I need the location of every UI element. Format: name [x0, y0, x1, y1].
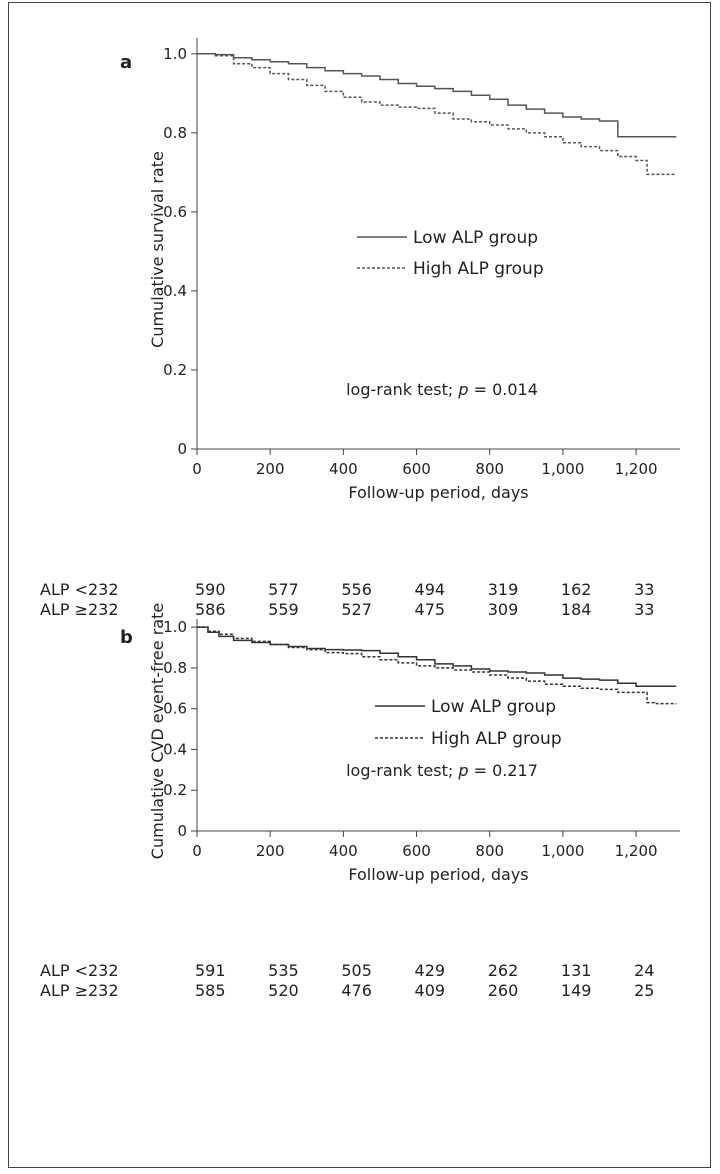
risk-count: 24: [634, 961, 655, 980]
risk-count: 494: [414, 580, 446, 599]
risk-count: 527: [341, 600, 372, 619]
risk-row-label: ALP <232: [40, 961, 119, 980]
annotation-value: = 0.014: [469, 380, 538, 399]
x-tick-label: 400: [329, 842, 358, 860]
risk-count: 319: [487, 580, 519, 599]
x-tick-label: 1,000: [541, 460, 584, 478]
risk-count: 591: [195, 961, 226, 980]
y-tick-label: 0.2: [163, 781, 187, 799]
risk-count: 131: [560, 961, 592, 980]
risk-count: 520: [268, 981, 299, 1000]
risk-count: 33: [634, 600, 655, 619]
risk-count: 476: [341, 981, 372, 1000]
legend-label: High ALP group: [413, 259, 544, 279]
y-tick-label: 0.6: [163, 203, 187, 221]
legend-label: High ALP group: [431, 729, 562, 749]
risk-count: 25: [634, 981, 655, 1000]
risk-count: 260: [487, 981, 519, 1000]
legend-label: Low ALP group: [431, 697, 556, 717]
x-axis-label: Follow-up period, days: [348, 483, 528, 502]
x-tick-label: 400: [329, 460, 358, 478]
x-axis-label: Follow-up period, days: [348, 865, 528, 884]
risk-count: 309: [487, 600, 519, 619]
y-tick-label: 0.8: [163, 124, 187, 142]
y-tick-label: 0.8: [163, 659, 187, 677]
risk-count: 475: [414, 600, 446, 619]
y-tick-label: 1.0: [163, 45, 187, 63]
panel-b: b 0 0.2 0.4 0.6 0.8 1.0 0 200 400 600 800 1,000 1,200…: [120, 603, 680, 884]
annotation-prefix: log-rank test;: [346, 380, 458, 399]
annotation-p: p: [457, 380, 468, 399]
figure-frame: [8, 2, 711, 1168]
risk-count: 149: [560, 981, 592, 1000]
y-tick-label: 0: [177, 440, 187, 458]
risk-count: 505: [341, 961, 372, 980]
km-curve-low-alp: [197, 626, 677, 688]
km-curve-low-alp: [197, 53, 677, 138]
logrank-annotation: log-rank test; p = 0.014: [346, 380, 538, 399]
risk-row-label: ALP ≥232: [40, 981, 119, 1000]
annotation-value: = 0.217: [469, 761, 538, 780]
risk-count: 556: [341, 580, 372, 599]
x-tick-label: 600: [402, 460, 431, 478]
x-tick-label: 200: [256, 842, 285, 860]
panel-a: a 0 0.2 0.4 0.6 0.8 1.0 0 200 400 600 800 1,000 1,200…: [120, 38, 680, 502]
y-tick-label: 0.4: [163, 282, 187, 300]
risk-count: 535: [268, 961, 299, 980]
x-tick-label: 1,000: [541, 842, 584, 860]
logrank-annotation: log-rank test; p = 0.217: [346, 761, 538, 780]
risk-count: 184: [560, 600, 592, 619]
legend-label: Low ALP group: [413, 228, 538, 248]
y-axis-label: Cumulative CVD event-free rate: [148, 603, 167, 859]
x-tick-label: 0: [192, 842, 202, 860]
x-tick-label: 200: [256, 460, 285, 478]
risk-count: 409: [414, 981, 446, 1000]
x-tick-label: 1,200: [615, 460, 658, 478]
y-tick-label: 0: [177, 822, 187, 840]
y-tick-label: 0.4: [163, 740, 187, 758]
risk-count: 559: [268, 600, 299, 619]
risk-count: 33: [634, 580, 655, 599]
km-curve-high-alp: [197, 626, 677, 705]
risk-count: 162: [560, 580, 592, 599]
x-tick-label: 0: [192, 460, 202, 478]
risk-count: 262: [487, 961, 519, 980]
x-tick-label: 1,200: [615, 842, 658, 860]
risk-count: 577: [268, 580, 299, 599]
x-tick-label: 800: [475, 842, 504, 860]
km-curve-high-alp: [197, 53, 677, 176]
annotation-p: p: [457, 761, 468, 780]
risk-count: 429: [414, 961, 446, 980]
y-axis-label: Cumulative survival rate: [148, 151, 167, 348]
annotation-prefix: log-rank test;: [346, 761, 458, 780]
y-tick-label: 0.2: [163, 361, 187, 379]
risk-row-label: ALP ≥232: [40, 600, 119, 619]
risk-count: 585: [195, 981, 226, 1000]
y-tick-label: 1.0: [163, 618, 187, 636]
risk-row-label: ALP <232: [40, 580, 119, 599]
x-tick-label: 800: [475, 460, 504, 478]
x-tick-label: 600: [402, 842, 431, 860]
y-tick-label: 0.6: [163, 700, 187, 718]
panel-label: b: [120, 627, 133, 648]
risk-count: 586: [195, 600, 226, 619]
panel-label: a: [120, 52, 132, 73]
risk-count: 590: [195, 580, 226, 599]
